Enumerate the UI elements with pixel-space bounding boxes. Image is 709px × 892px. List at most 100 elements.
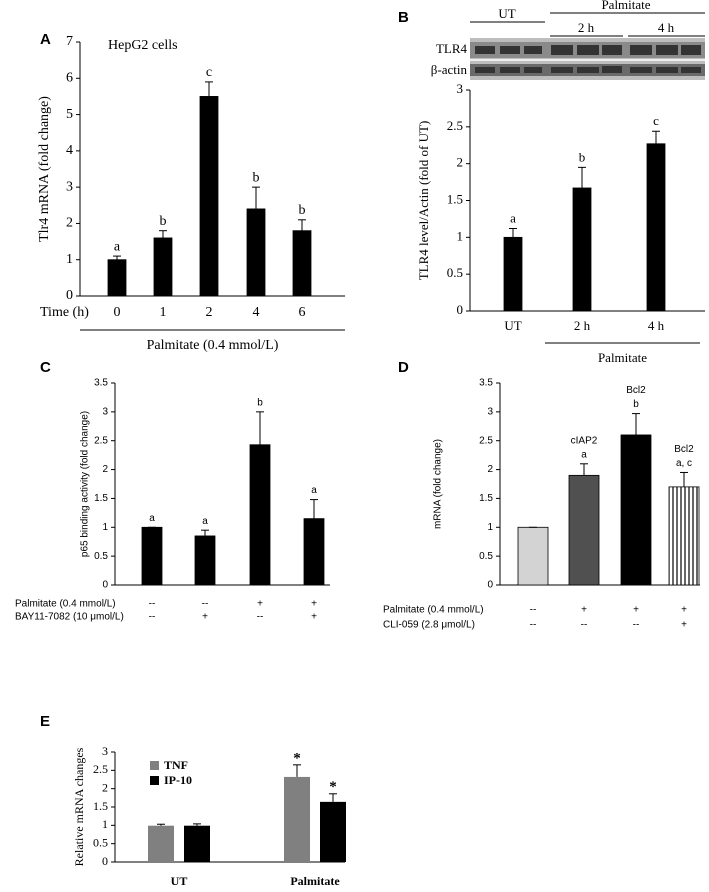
- y-tick-label: 2.5: [94, 435, 108, 446]
- panel-letters: A B C D E: [40, 9, 409, 730]
- significance-letter: a: [149, 513, 155, 524]
- y-tick-label: 2: [487, 464, 493, 475]
- condition-value: +: [311, 612, 317, 623]
- significance-letter: a: [510, 210, 516, 225]
- y-tick-label: 3: [487, 406, 493, 417]
- bar: [572, 187, 592, 312]
- x-axis-title: Time (h): [40, 305, 89, 320]
- condition-label: BAY11-7082 (10 μmol/L): [15, 612, 124, 623]
- panel-letter: B: [398, 9, 409, 26]
- y-tick-label: 3.5: [94, 378, 108, 389]
- x-tick-label: 1: [160, 305, 167, 320]
- y-tick-label: 1: [66, 252, 73, 267]
- y-axis-title: Tlr4 mRNA (fold change): [37, 96, 52, 242]
- bar-annotation: Bcl2: [674, 444, 694, 455]
- y-tick-label: 1.5: [479, 493, 493, 504]
- y-tick-label: 2: [102, 464, 108, 475]
- significance-letter: b: [299, 203, 306, 218]
- significance-mark: *: [293, 750, 301, 766]
- y-axis-title: mRNA (fold change): [433, 439, 444, 529]
- panel-letter: E: [40, 713, 50, 730]
- significance-mark: *: [329, 779, 337, 795]
- x-tick-label: 2 h: [574, 318, 591, 333]
- bar: [199, 96, 219, 297]
- legend-swatch: [150, 776, 159, 785]
- y-tick-label: 4: [66, 143, 73, 158]
- y-tick-label: 2.5: [447, 118, 463, 133]
- bar: [568, 474, 600, 586]
- condition-value: --: [149, 599, 156, 610]
- condition-value: --: [530, 605, 537, 616]
- bar-annotation: Bcl2: [626, 385, 646, 396]
- bar: [668, 486, 700, 586]
- bar-annotation: cIAP2: [571, 435, 598, 446]
- chart-annotation: HepG2 cells: [108, 38, 178, 53]
- condition-value: +: [633, 605, 639, 616]
- y-tick-label: 2: [102, 780, 108, 794]
- significance-letter: b: [253, 170, 260, 185]
- y-tick-label: 1.5: [94, 493, 108, 504]
- blot-group: Palmitate: [601, 0, 650, 12]
- bar-annotation: a, c: [676, 458, 692, 469]
- blot-labels: UT Palmitate 2 h 4 h TLR4 β-actin: [431, 0, 675, 77]
- y-tick-label: 3: [66, 179, 73, 194]
- y-tick-label: 3: [102, 744, 108, 758]
- group-label: Palmitate (0.4 mmol/L): [147, 338, 279, 353]
- bar: [320, 801, 346, 862]
- condition-value: --: [633, 620, 640, 631]
- y-tick-label: 7: [66, 34, 73, 49]
- y-tick-label: 0.5: [447, 265, 463, 280]
- significance-letter: a: [114, 239, 121, 254]
- y-tick-label: 2.5: [93, 762, 108, 776]
- significance-letter: b: [257, 397, 263, 408]
- blot-lane: 4 h: [658, 20, 675, 35]
- condition-label: CLI-059 (2.8 μmol/L): [383, 620, 475, 631]
- legend-label: IP-10: [164, 773, 192, 787]
- x-tick-label: UT: [171, 874, 188, 888]
- y-tick-label: 1.5: [447, 191, 463, 206]
- bar: [153, 237, 173, 297]
- y-tick-label: 0: [457, 302, 464, 317]
- y-tick-label: 3: [457, 81, 464, 96]
- condition-value: +: [681, 605, 687, 616]
- blot-lane: UT: [498, 6, 515, 21]
- panel-letter: C: [40, 359, 51, 376]
- condition-label: Palmitate (0.4 mmol/L): [15, 599, 116, 610]
- condition-value: --: [257, 612, 264, 623]
- bar: [517, 526, 549, 586]
- significance-letter: a: [311, 485, 317, 496]
- bar: [148, 825, 174, 862]
- legend-label: TNF: [164, 758, 188, 772]
- y-axis-title: Relative mRNA changes: [72, 747, 86, 866]
- x-tick-label: 4: [253, 305, 260, 320]
- y-tick-label: 1: [487, 522, 493, 533]
- y-tick-label: 5: [66, 107, 73, 122]
- condition-value: +: [202, 612, 208, 623]
- bar: [184, 825, 210, 862]
- condition-value: --: [530, 620, 537, 631]
- significance-letter: a: [202, 516, 208, 527]
- significance-letter: c: [206, 65, 212, 80]
- blot-image: [470, 12, 705, 80]
- blot-row: β-actin: [431, 62, 468, 77]
- condition-value: +: [581, 605, 587, 616]
- significance-letter: b: [579, 149, 586, 164]
- y-tick-label: 1: [102, 522, 108, 533]
- y-tick-label: 0.5: [479, 551, 493, 562]
- panel-letter: D: [398, 359, 409, 376]
- bar: [503, 236, 523, 312]
- y-tick-label: 6: [66, 71, 73, 86]
- y-tick-label: 0: [102, 580, 108, 591]
- y-tick-label: 2: [457, 155, 464, 170]
- bar: [646, 143, 666, 312]
- y-tick-label: 3: [102, 406, 108, 417]
- bar: [303, 518, 325, 586]
- condition-value: --: [149, 612, 156, 623]
- group-label: Palmitate: [598, 350, 647, 365]
- x-tick-label: Palmitate: [290, 874, 340, 888]
- y-tick-label: 0.5: [94, 551, 108, 562]
- condition-label: Palmitate (0.4 mmol/L): [383, 605, 484, 616]
- bar: [246, 208, 266, 297]
- y-tick-label: 2.5: [479, 435, 493, 446]
- y-tick-label: 1.5: [93, 799, 108, 813]
